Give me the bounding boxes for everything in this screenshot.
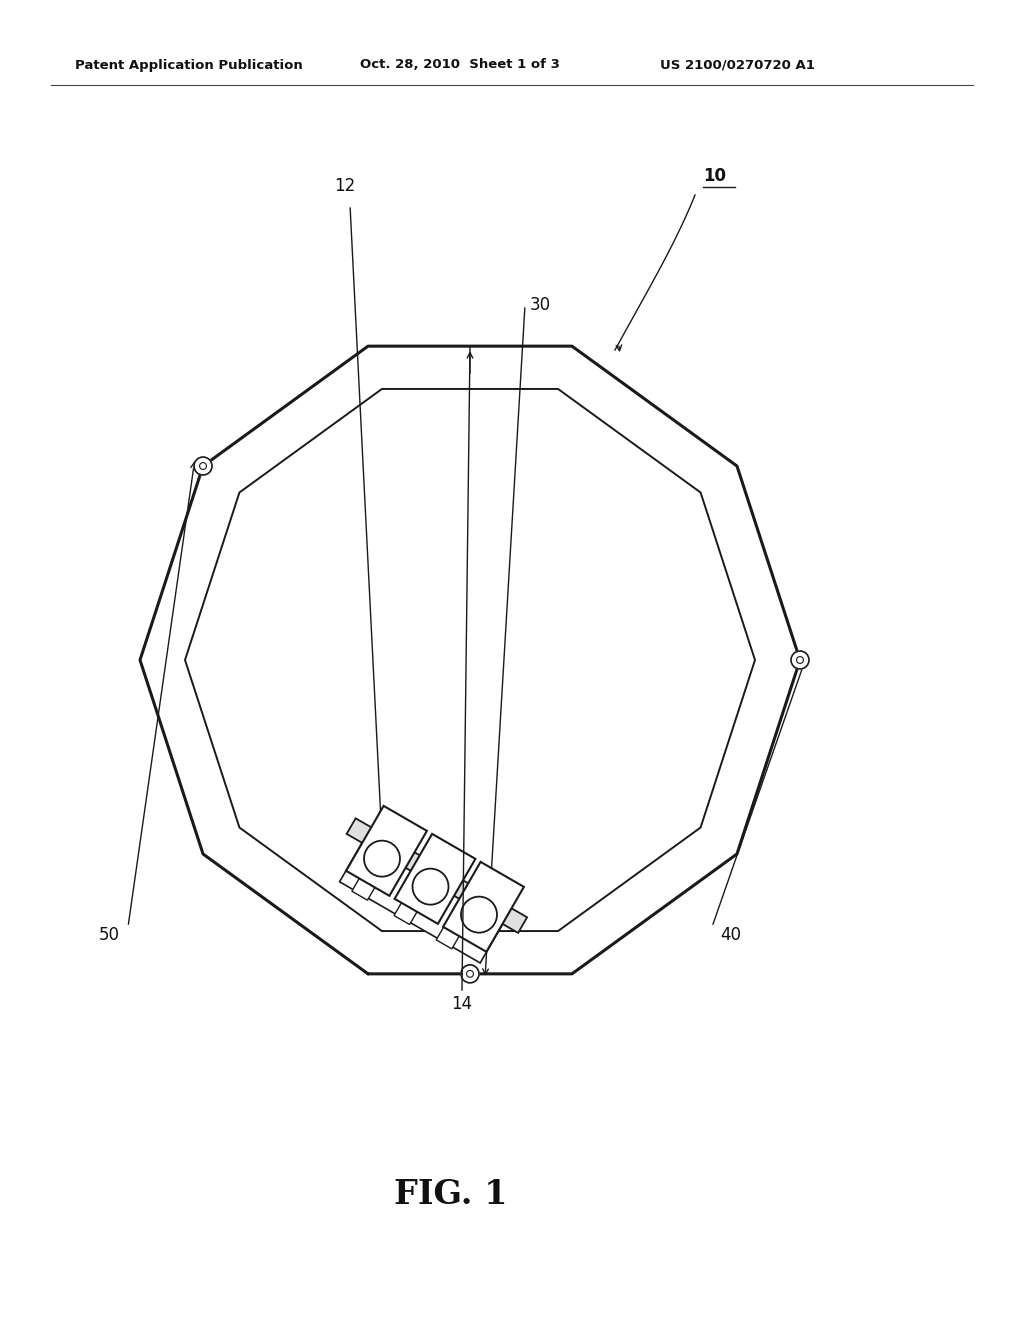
Circle shape: [461, 896, 497, 933]
Polygon shape: [443, 862, 524, 952]
Text: US 2100/0270720 A1: US 2100/0270720 A1: [660, 58, 815, 71]
Text: FIG. 1: FIG. 1: [394, 1179, 507, 1212]
Text: Oct. 28, 2010  Sheet 1 of 3: Oct. 28, 2010 Sheet 1 of 3: [360, 58, 560, 71]
Text: 30: 30: [530, 296, 551, 314]
Circle shape: [413, 869, 449, 904]
Polygon shape: [347, 818, 527, 933]
Text: 50: 50: [99, 927, 120, 944]
Polygon shape: [346, 807, 427, 896]
Text: 10: 10: [703, 168, 726, 185]
Text: 14: 14: [452, 995, 472, 1012]
Polygon shape: [394, 834, 475, 924]
Polygon shape: [340, 842, 503, 964]
Polygon shape: [352, 873, 379, 900]
Text: 12: 12: [335, 177, 355, 195]
Polygon shape: [436, 921, 463, 949]
Text: Patent Application Publication: Patent Application Publication: [75, 58, 303, 71]
Circle shape: [194, 457, 212, 475]
Circle shape: [791, 651, 809, 669]
Polygon shape: [394, 896, 421, 924]
Circle shape: [461, 965, 479, 983]
Text: 40: 40: [720, 927, 741, 944]
Circle shape: [364, 841, 400, 876]
